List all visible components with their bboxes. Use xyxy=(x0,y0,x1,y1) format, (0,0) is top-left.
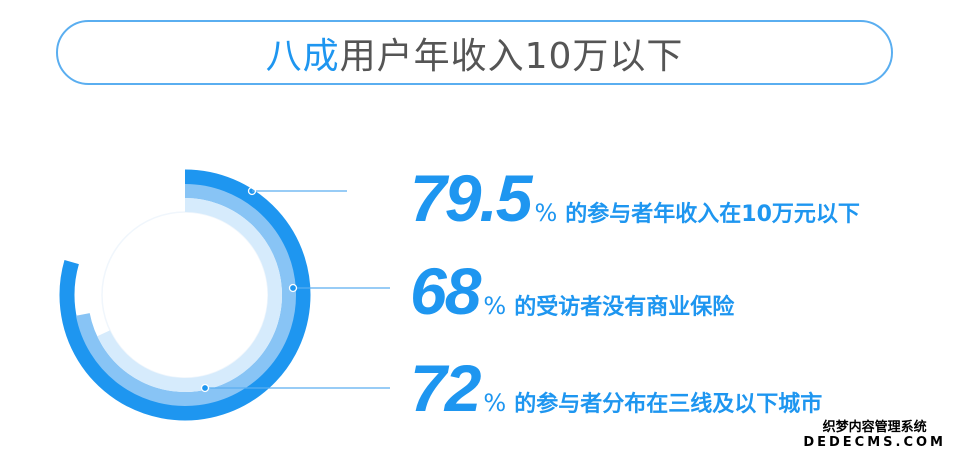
stat-label: 的受访者没有商业保险 xyxy=(514,295,735,320)
stat-unit: % xyxy=(483,389,507,417)
title-highlight: 八成 xyxy=(265,35,340,77)
stat-insurance: 68% 的受访者没有商业保险 xyxy=(410,253,734,329)
stat-value: 79.5 xyxy=(410,161,532,235)
leader-dot xyxy=(200,383,210,393)
leader-dot xyxy=(288,283,298,293)
watermark: 织梦内容管理系统 DEDECMS.COM xyxy=(803,420,946,450)
ring-inner xyxy=(97,198,282,392)
stat-city: 72% 的参与者分布在三线及以下城市 xyxy=(410,350,822,426)
title-banner: 八成 用户年收入10万以下 xyxy=(56,20,893,85)
title-text: 用户年收入10万以下 xyxy=(339,35,684,77)
stat-label: 的参与者分布在三线及以下城市 xyxy=(514,392,823,417)
watermark-line2: DEDECMS.COM xyxy=(803,435,946,450)
stat-label: 的参与者年收入在10万元以下 xyxy=(565,202,860,227)
stat-value: 68 xyxy=(410,254,481,328)
stat-value: 72 xyxy=(410,351,481,425)
stat-income: 79.5% 的参与者年收入在10万元以下 xyxy=(410,160,860,236)
leader-dot xyxy=(247,186,257,196)
ring-middle xyxy=(75,184,296,406)
inner-guide-circle xyxy=(101,211,269,379)
radial-chart xyxy=(59,169,390,421)
watermark-line1: 织梦内容管理系统 xyxy=(822,420,927,435)
stat-unit: % xyxy=(483,292,507,320)
stat-unit: % xyxy=(534,199,558,227)
ring-outer xyxy=(59,169,311,421)
